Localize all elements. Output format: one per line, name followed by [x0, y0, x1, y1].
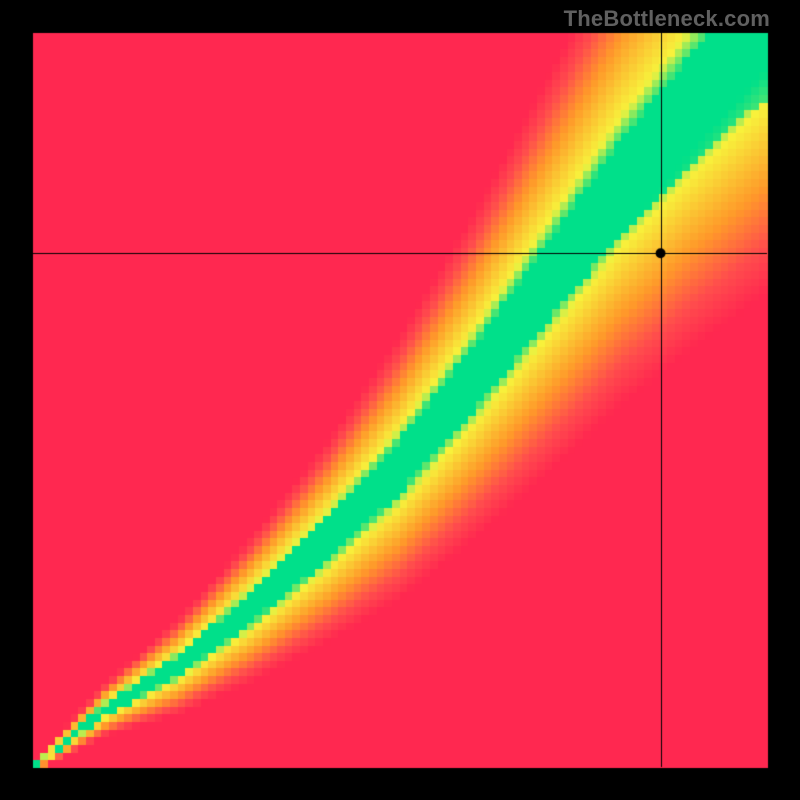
bottleneck-heatmap: [0, 0, 800, 800]
chart-container: { "watermark": { "text": "TheBottleneck.…: [0, 0, 800, 800]
watermark-text: TheBottleneck.com: [564, 6, 770, 32]
